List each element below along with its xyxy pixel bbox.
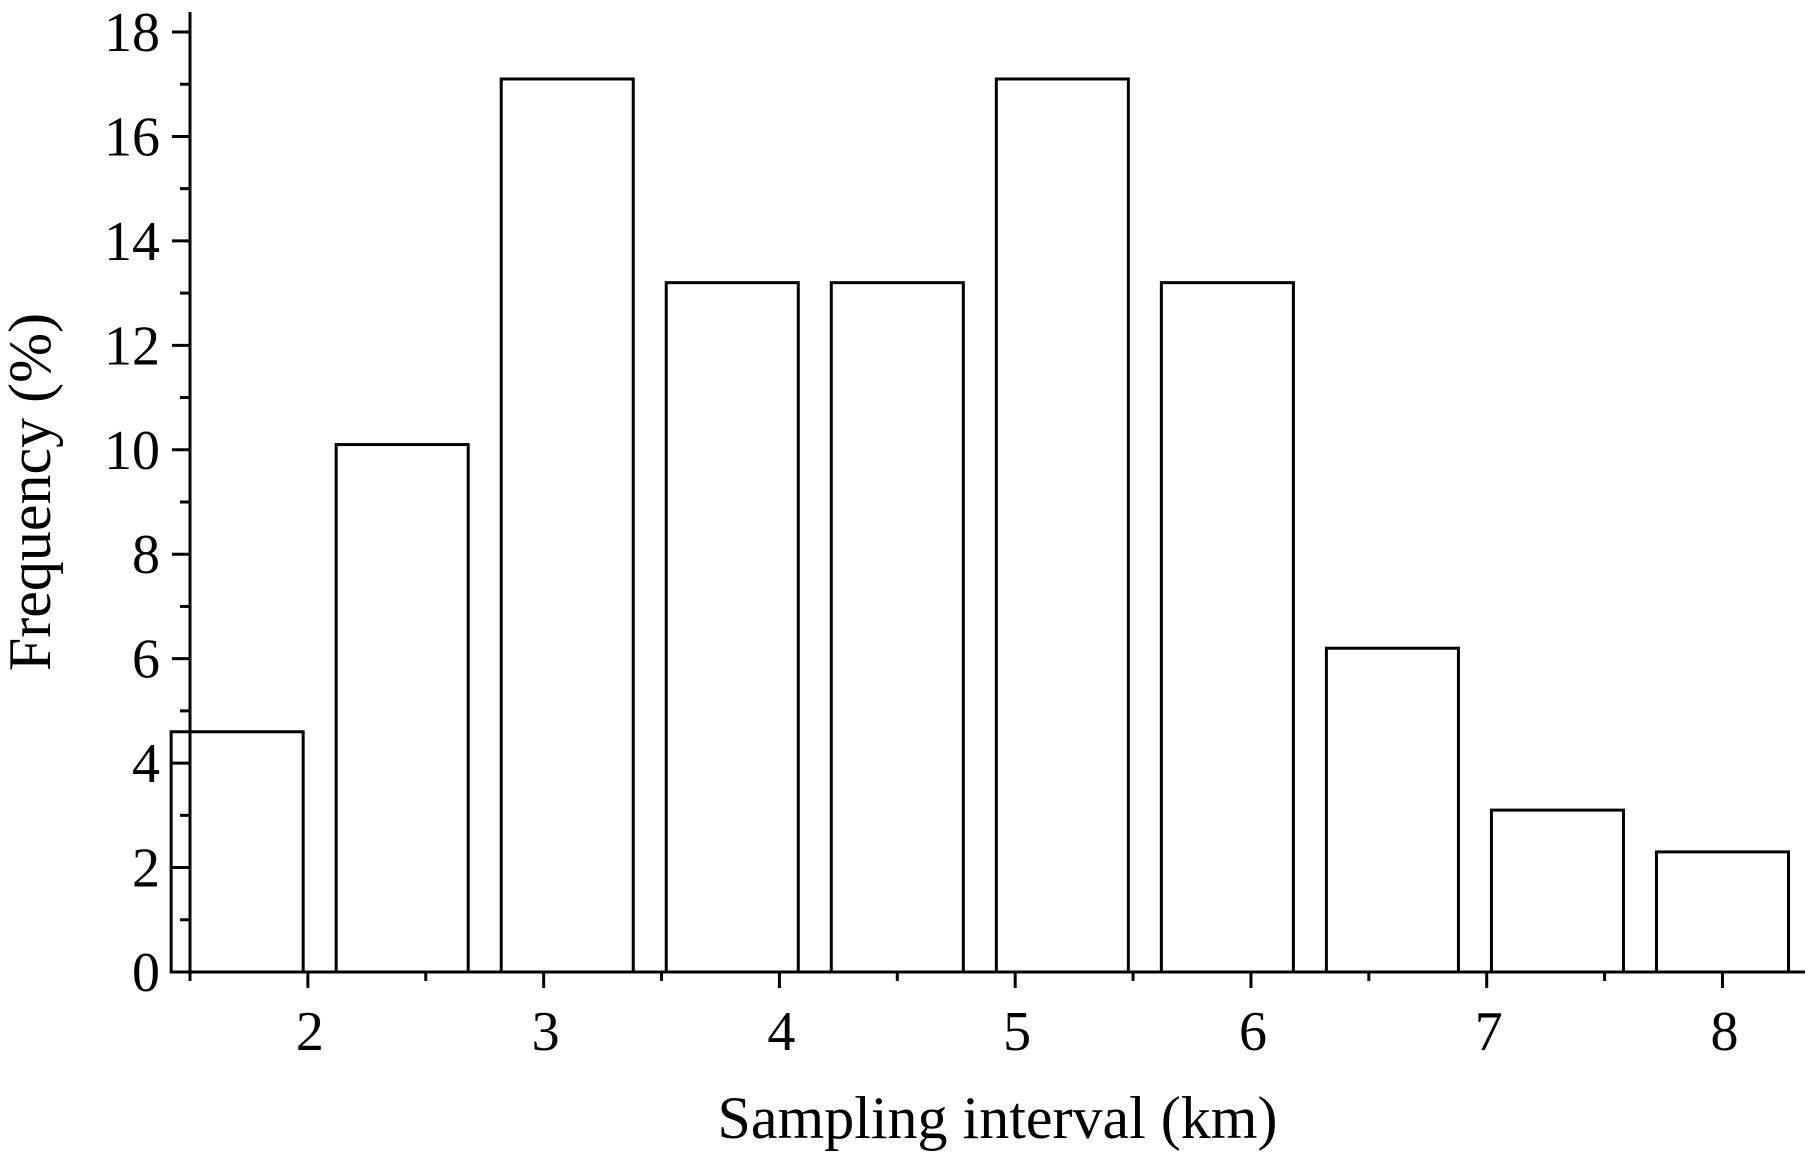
- bar-5: [829, 281, 965, 974]
- x-tick-label: 8: [1710, 1001, 1738, 1063]
- y-tick-label: 8: [132, 524, 160, 586]
- x-axis-title: Sampling interval (km): [718, 1085, 1278, 1151]
- y-axis-title: Frequency (%): [0, 313, 63, 671]
- x-tick-label: 5: [1003, 1001, 1031, 1063]
- x-tick-label: 7: [1475, 1001, 1503, 1063]
- bar-7: [1159, 281, 1295, 974]
- bar-9: [1489, 808, 1625, 974]
- y-tick-label: 10: [104, 420, 160, 482]
- x-tick-label: 6: [1239, 1001, 1267, 1063]
- y-tick-label: 16: [104, 106, 160, 168]
- y-tick-label: 0: [132, 942, 160, 1004]
- y-tick-label: 6: [132, 629, 160, 691]
- y-tick-label: 4: [132, 733, 160, 795]
- axes-layer: [172, 12, 1805, 974]
- x-tick-label: 2: [296, 1001, 324, 1063]
- ticks-layer: [172, 30, 1724, 988]
- tick-labels-layer: 0 2 4 6 8 10 12 14 16 18 2 3 4 5 6 7 8: [104, 2, 1738, 1063]
- y-tick-label: 2: [132, 838, 160, 900]
- bars-layer: [169, 77, 1790, 974]
- bar-2: [334, 443, 470, 974]
- bar-3: [499, 77, 635, 974]
- bar-1: [169, 730, 305, 974]
- bar-8: [1324, 646, 1460, 974]
- y-tick-label: 12: [104, 315, 160, 377]
- bar-6: [994, 77, 1130, 974]
- bar-10: [1654, 850, 1790, 974]
- y-tick-label: 14: [104, 211, 160, 273]
- bar-4: [664, 281, 800, 974]
- y-tick-label: 18: [104, 2, 160, 64]
- x-tick-label: 4: [767, 1001, 795, 1063]
- x-tick-label: 3: [532, 1001, 560, 1063]
